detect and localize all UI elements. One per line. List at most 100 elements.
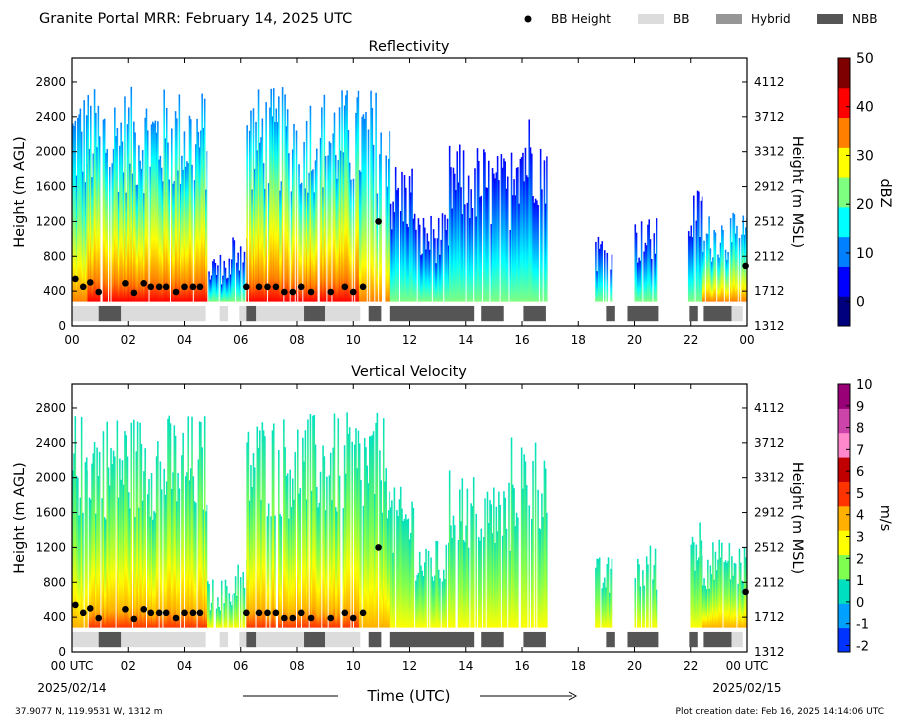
heatmap-column [164,138,167,302]
bb-type-bar [72,305,99,322]
heatmap-column [332,447,335,628]
heatmap-column [543,160,546,302]
heatmap-column [489,499,491,628]
heatmap-column [103,118,106,302]
heatmap-column [739,562,742,628]
heatmap-column [259,142,261,302]
heatmap-column [720,225,723,302]
heatmap-column [726,259,728,302]
heatmap-column [493,487,495,628]
heatmap-column [363,118,366,302]
heatmap-column [120,122,122,302]
heatmap-column [729,218,732,302]
heatmap-column [72,470,74,628]
reflectivity-colorbar: 0 10 20 30 40 50 [837,51,874,327]
reflectivity-bb-type-bars [72,305,743,322]
time-axis-label: Time (UTC) [367,687,451,705]
heatmap-column [442,569,445,628]
heatmap-column [236,595,238,628]
heatmap-column [506,176,509,302]
heatmap-column [466,202,469,302]
heatmap-column [653,233,656,302]
heatmap-column [393,487,396,628]
heatmap-column [375,92,377,302]
heatmap-column [164,494,167,628]
heatmap-column [302,437,304,628]
heatmap-column [176,118,178,302]
heatmap-column [220,284,223,302]
heatmap-column [279,190,281,302]
heatmap-column [500,154,503,302]
heatmap-column [441,581,444,628]
heatmap-column [649,239,652,302]
bb-type-bar [606,305,615,322]
heatmap-column [336,178,338,302]
bb-height-point [196,609,204,617]
heatmap-column [510,152,513,302]
heatmap-column [467,547,470,628]
heatmap-column [191,164,193,302]
heatmap-column [346,412,348,628]
heatmap-column [318,502,321,628]
colorbar-segment [838,117,850,148]
heatmap-column [542,516,544,628]
colorbar-tick-label: 4 [856,509,864,524]
legend-nbb-swatch [817,14,843,24]
bb-type-bar [731,631,743,648]
heatmap-column [734,233,737,302]
heatmap-column [96,447,98,628]
heatmap-column [324,510,327,628]
heatmap-column [531,519,533,628]
heatmap-column [387,158,390,302]
heatmap-column [495,506,498,628]
heatmap-column [297,429,299,628]
heatmap-column [487,160,490,302]
heatmap-column [647,564,649,628]
reflectivity-title: Reflectivity [369,39,450,55]
heatmap-column [136,421,139,628]
heatmap-column [496,531,499,628]
heatmap-column [736,225,738,302]
heatmap-column [157,441,159,628]
heatmap-column [215,608,218,628]
heatmap-column [710,261,713,302]
heatmap-column [370,436,372,628]
heatmap-column [284,94,286,302]
heatmap-column [105,519,107,628]
heatmap-column [252,453,255,628]
heatmap-column [160,167,163,302]
heatmap-column [281,87,284,302]
heatmap-column [522,152,524,302]
heatmap-column [356,468,359,628]
bb-type-bar [703,305,732,322]
heatmap-column [92,453,95,628]
heatmap-column [654,253,657,302]
heatmap-column [531,153,533,302]
heatmap-column [411,501,413,628]
x-tick-label: 06 [233,659,248,673]
heatmap-column [91,463,93,628]
heatmap-column [523,454,525,628]
heatmap-column [102,431,105,628]
heatmap-column [715,570,718,628]
bb-height-point [189,283,197,291]
heatmap-column [413,213,416,302]
heatmap-column [271,116,274,302]
heatmap-column [355,428,357,628]
heatmap-column [462,150,465,302]
colorbar-segment [838,530,850,556]
heatmap-column [490,504,493,628]
heatmap-column [386,186,389,302]
heatmap-column [163,89,165,302]
heatmap-column [406,223,408,302]
heatmap-column [148,478,150,628]
heatmap-column [285,475,288,628]
heatmap-column [285,126,288,302]
y-tick-label-right: 2112 [754,249,785,263]
x-tick-label: 12 [402,659,417,673]
heatmap-column [305,499,308,628]
y-tick-label-right: 3712 [754,110,785,124]
bb-height-point [272,609,280,617]
y-tick-label: 1200 [35,540,66,554]
heatmap-column [699,522,701,628]
